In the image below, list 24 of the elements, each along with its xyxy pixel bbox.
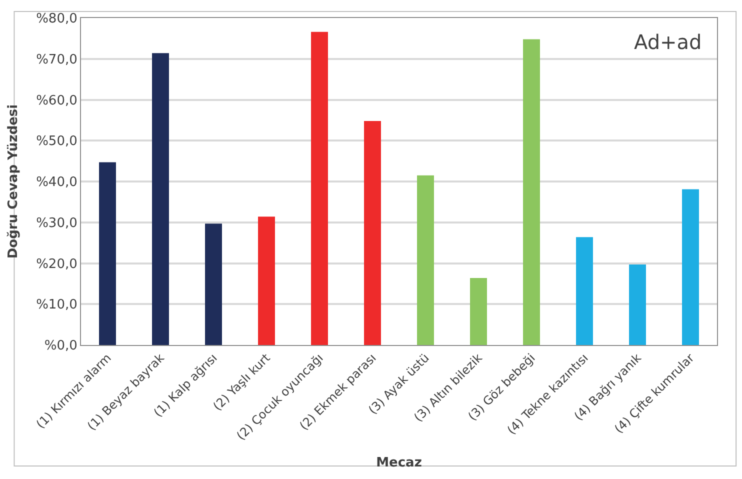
- bar: [576, 237, 593, 345]
- annotation: Ad+ad: [634, 30, 702, 54]
- bar: [629, 264, 646, 345]
- bar: [682, 189, 699, 345]
- y-tick-label: %50,0: [36, 134, 78, 150]
- bar: [364, 121, 381, 345]
- y-tick-label: %70,0: [36, 52, 78, 68]
- bar: [523, 39, 540, 345]
- y-tick-label: %10,0: [36, 298, 78, 313]
- y-tick-label: %60,0: [36, 93, 78, 108]
- y-tick-label: %40,0: [36, 175, 78, 190]
- bar: [470, 278, 487, 345]
- bar: [152, 53, 169, 345]
- bar: [99, 162, 116, 345]
- x-axis-title: Mecaz: [376, 455, 422, 470]
- y-tick-label: %0,0: [44, 338, 78, 354]
- y-axis-title: Doğru Cevap Yüzdesi: [6, 104, 22, 259]
- bar: [417, 175, 434, 345]
- bar: [258, 216, 275, 345]
- y-tick-label: %80,0: [36, 12, 78, 27]
- y-tick-label: %30,0: [36, 216, 78, 231]
- y-tick-label: %20,0: [36, 256, 78, 272]
- bar: [311, 32, 328, 345]
- bar: [205, 224, 222, 345]
